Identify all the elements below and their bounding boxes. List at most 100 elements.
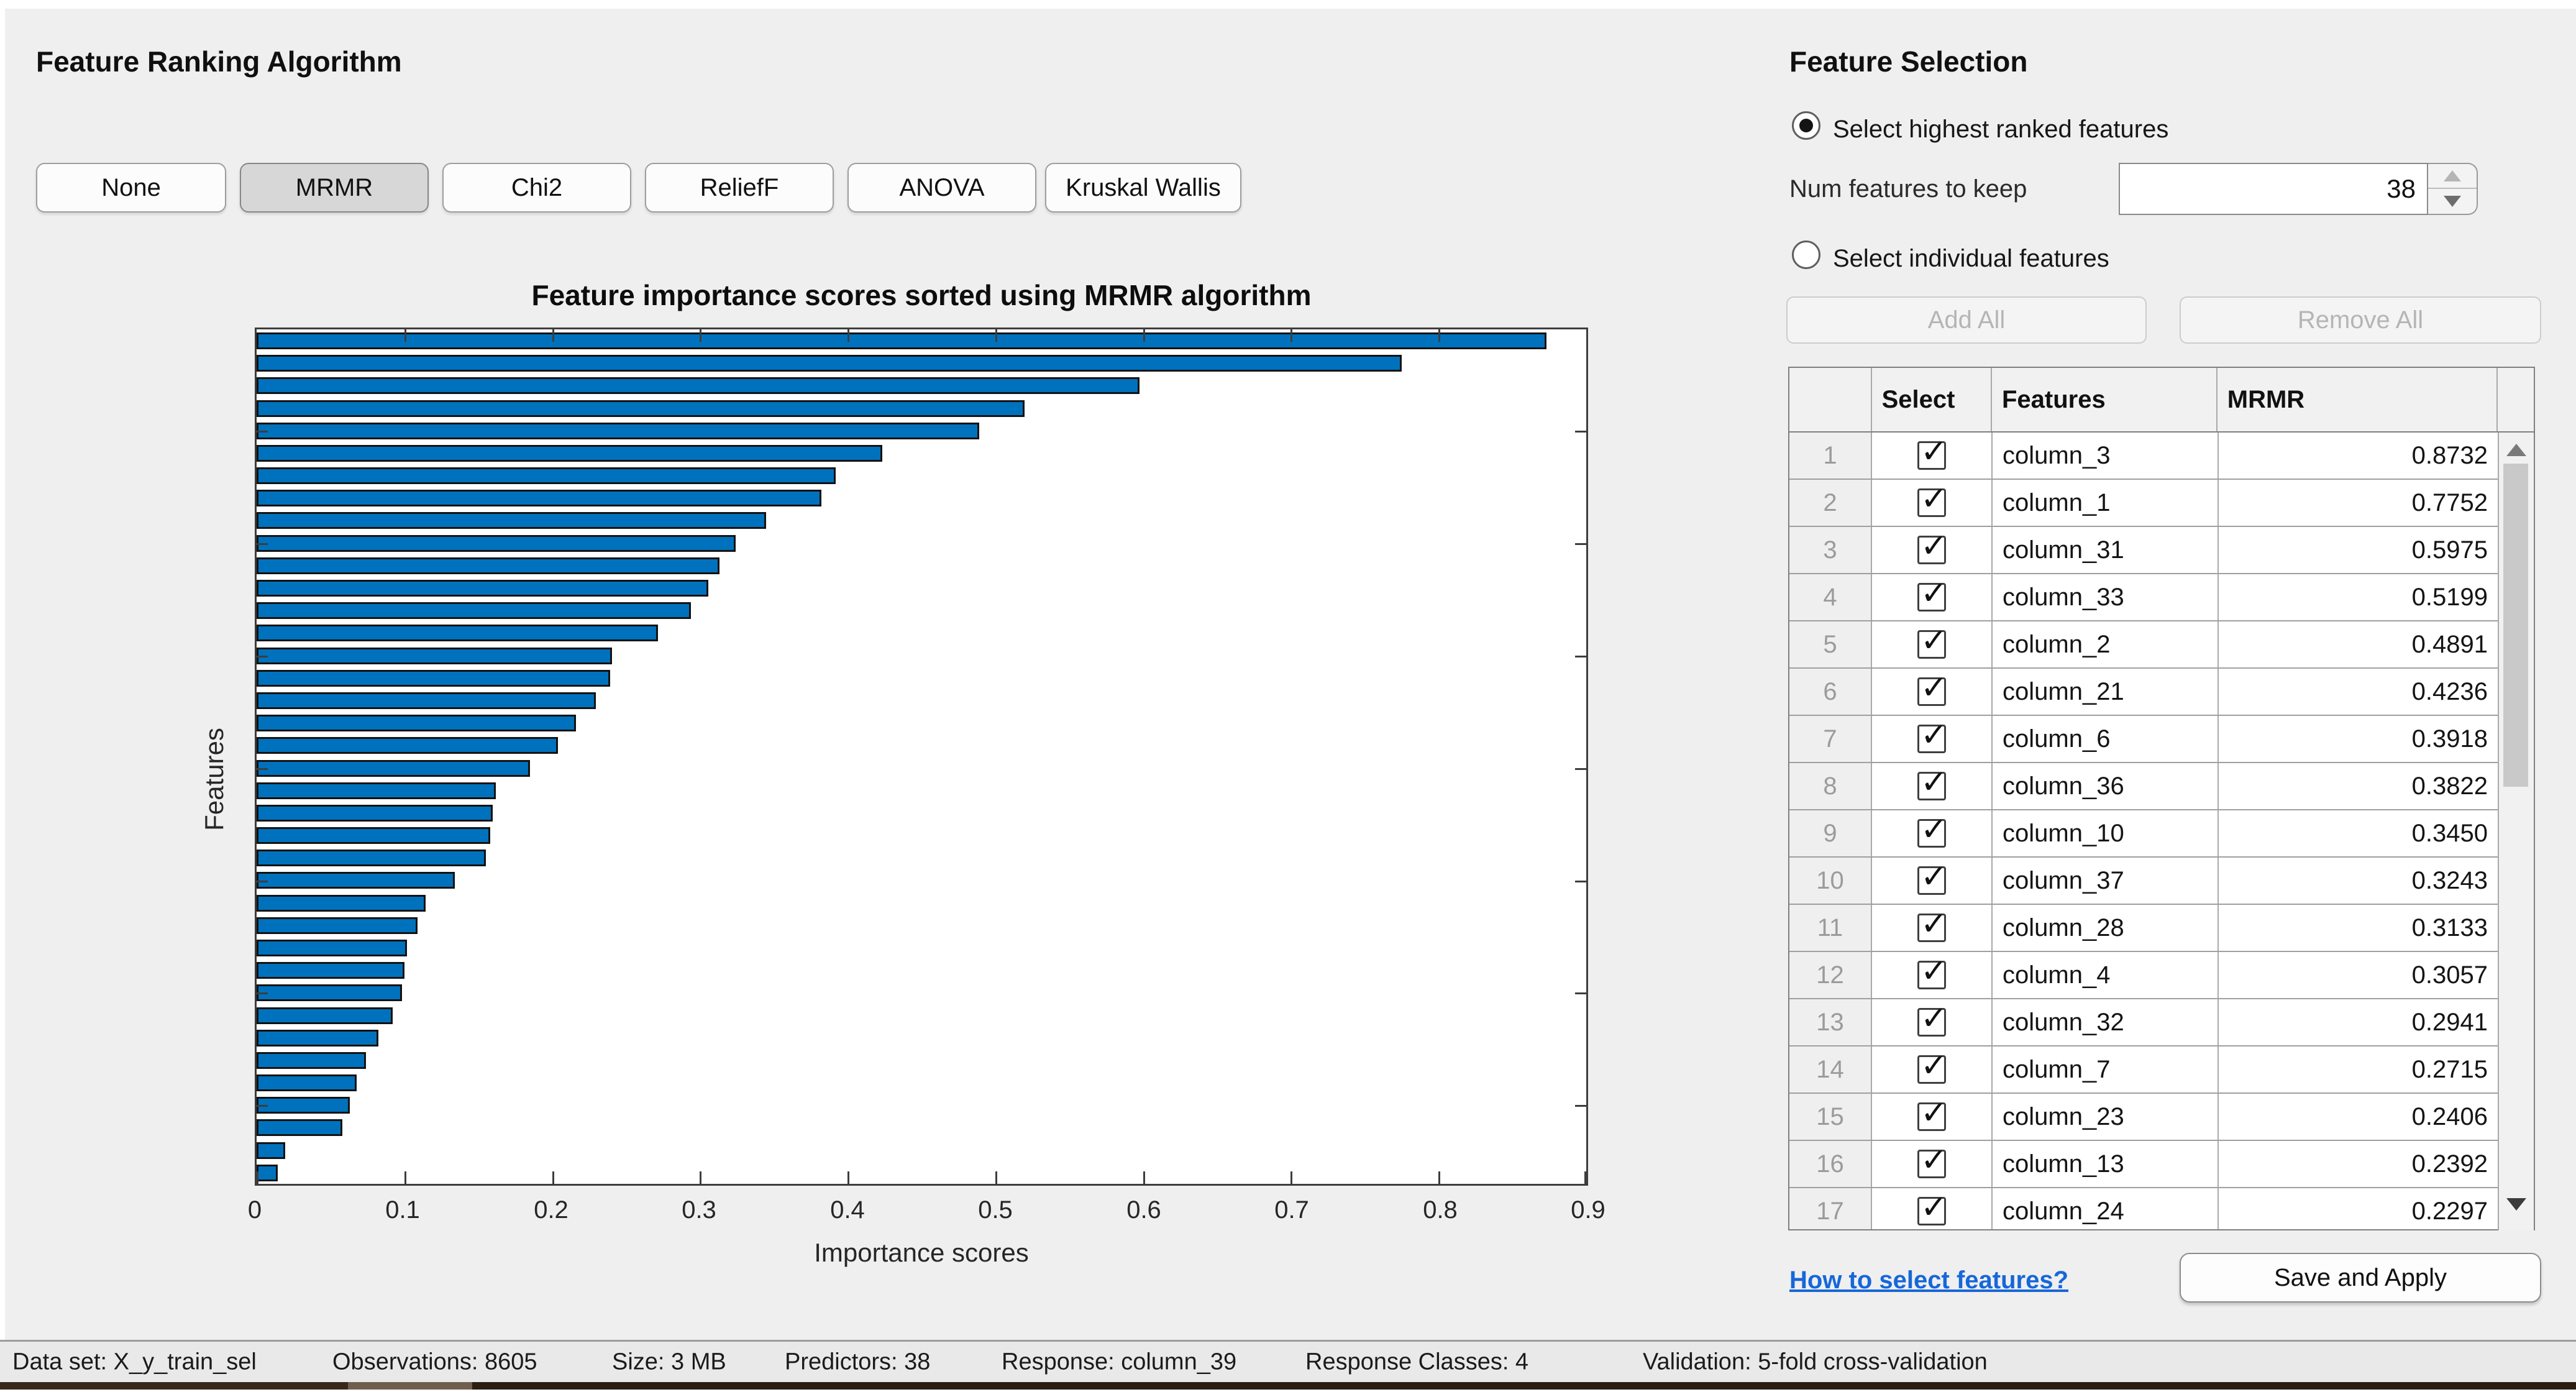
radio-dot bbox=[1799, 119, 1813, 132]
row-checkbox[interactable]: ✓ bbox=[1917, 1000, 1948, 1037]
algo-button-anova[interactable]: ANOVA bbox=[847, 163, 1036, 213]
row-number: 2 bbox=[1789, 480, 1872, 526]
select-cell: ✓ bbox=[1872, 1141, 1993, 1187]
importance-bar-rank-28 bbox=[257, 939, 407, 956]
header-rownum bbox=[1789, 368, 1872, 431]
row-checkbox[interactable]: ✓ bbox=[1917, 1094, 1948, 1132]
axis-tick bbox=[257, 543, 268, 545]
importance-bar-rank-27 bbox=[257, 917, 418, 934]
row-checkbox[interactable]: ✓ bbox=[1917, 1047, 1948, 1084]
mrmr-score-cell: 0.2297 bbox=[2411, 1197, 2488, 1225]
status-item-0: Data set: X_y_train_sel bbox=[12, 1349, 257, 1375]
axis-tick bbox=[257, 431, 268, 433]
importance-bar-rank-34 bbox=[257, 1074, 357, 1092]
row-checkbox[interactable]: ✓ bbox=[1917, 433, 1948, 470]
add-all-button[interactable]: Add All bbox=[1786, 296, 2147, 344]
row-checkbox[interactable]: ✓ bbox=[1917, 528, 1948, 565]
radio-select-highest-ranked[interactable] bbox=[1792, 111, 1820, 140]
table-row-16: 16 ✓ column_13 0.2392 bbox=[1789, 1141, 2499, 1188]
select-cell: ✓ bbox=[1872, 716, 1993, 762]
row-checkbox[interactable]: ✓ bbox=[1917, 811, 1948, 848]
row-checkbox[interactable]: ✓ bbox=[1917, 1189, 1948, 1226]
check-icon: ✓ bbox=[1921, 811, 1948, 848]
row-checkbox[interactable]: ✓ bbox=[1917, 764, 1948, 801]
algo-button-relieff[interactable]: ReliefF bbox=[645, 163, 834, 213]
axis-tick bbox=[1143, 1171, 1145, 1184]
row-checkbox[interactable]: ✓ bbox=[1917, 1142, 1948, 1179]
table-row-9: 9 ✓ column_10 0.3450 bbox=[1789, 810, 2499, 858]
row-number: 11 bbox=[1789, 905, 1872, 951]
algo-button-mrmr[interactable]: MRMR bbox=[240, 163, 429, 213]
feature-name-cell: column_33 bbox=[1993, 574, 2219, 620]
axis-tick bbox=[1290, 329, 1292, 342]
importance-bar-rank-9 bbox=[257, 512, 766, 529]
row-checkbox[interactable]: ✓ bbox=[1917, 480, 1948, 518]
axis-tick bbox=[995, 329, 997, 342]
axis-tick bbox=[404, 329, 406, 342]
algo-button-kruskal-wallis[interactable]: Kruskal Wallis bbox=[1045, 163, 1241, 213]
radio-select-individual-label[interactable]: Select individual features bbox=[1833, 245, 2109, 272]
x-tick-label-0.8: 0.8 bbox=[1423, 1196, 1458, 1224]
check-icon: ✓ bbox=[1921, 953, 1948, 990]
feature-table: Select Features MRMR 1 ✓ column_3 0.8732 2 ✓ c… bbox=[1788, 367, 2535, 1230]
axis-tick bbox=[847, 329, 849, 342]
row-number: 16 bbox=[1789, 1141, 1872, 1187]
select-cell: ✓ bbox=[1872, 480, 1993, 526]
algo-button-none[interactable]: None bbox=[36, 163, 226, 213]
x-tick-label-0.1: 0.1 bbox=[385, 1196, 420, 1224]
importance-bar-rank-24 bbox=[257, 850, 486, 867]
stepper-down-button[interactable] bbox=[2428, 189, 2477, 214]
mrmr-score-cell: 0.4891 bbox=[2411, 630, 2488, 658]
row-number: 17 bbox=[1789, 1188, 1872, 1229]
save-and-apply-button[interactable]: Save and Apply bbox=[2180, 1253, 2541, 1303]
check-icon: ✓ bbox=[1921, 1000, 1948, 1037]
scroll-up-icon[interactable] bbox=[2506, 444, 2526, 456]
select-cell: ✓ bbox=[1872, 905, 1993, 951]
mrmr-score-cell: 0.4236 bbox=[2411, 677, 2488, 705]
row-number: 7 bbox=[1789, 716, 1872, 762]
mrmr-score-cell: 0.5199 bbox=[2411, 583, 2488, 611]
status-item-3: Predictors: 38 bbox=[785, 1349, 931, 1375]
x-tick-label-0.2: 0.2 bbox=[534, 1196, 569, 1224]
radio-select-individual[interactable] bbox=[1792, 240, 1820, 269]
importance-bar-rank-29 bbox=[257, 962, 404, 979]
select-cell: ✓ bbox=[1872, 527, 1993, 573]
table-row-13: 13 ✓ column_32 0.2941 bbox=[1789, 999, 2499, 1047]
mrmr-score-cell: 0.3133 bbox=[2411, 914, 2488, 941]
how-to-select-features-link[interactable]: How to select features? bbox=[1789, 1266, 2069, 1294]
axis-tick bbox=[404, 1171, 406, 1184]
stepper-up-button[interactable] bbox=[2428, 164, 2477, 189]
select-cell: ✓ bbox=[1872, 574, 1993, 620]
importance-bar-rank-17 bbox=[257, 692, 596, 709]
row-checkbox[interactable]: ✓ bbox=[1917, 953, 1948, 990]
importance-bar-rank-36 bbox=[257, 1119, 342, 1137]
select-cell: ✓ bbox=[1872, 858, 1993, 904]
row-checkbox[interactable]: ✓ bbox=[1917, 905, 1948, 943]
importance-bar-rank-11 bbox=[257, 557, 719, 574]
row-number: 4 bbox=[1789, 574, 1872, 620]
axis-tick bbox=[552, 1171, 554, 1184]
scrollbar-thumb[interactable] bbox=[2503, 464, 2528, 787]
row-checkbox[interactable]: ✓ bbox=[1917, 622, 1948, 659]
num-features-input[interactable] bbox=[2119, 163, 2428, 215]
table-scrollbar[interactable] bbox=[2498, 433, 2534, 1230]
axis-tick bbox=[257, 881, 268, 882]
select-cell: ✓ bbox=[1872, 999, 1993, 1045]
mrmr-score-cell: 0.7752 bbox=[2411, 488, 2488, 516]
row-number: 6 bbox=[1789, 669, 1872, 715]
ranking-section-title: Feature Ranking Algorithm bbox=[36, 45, 402, 78]
algo-button-chi2[interactable]: Chi2 bbox=[442, 163, 631, 213]
remove-all-button[interactable]: Remove All bbox=[2180, 296, 2541, 344]
radio-select-highest-ranked-label[interactable]: Select highest ranked features bbox=[1833, 116, 2169, 143]
row-checkbox[interactable]: ✓ bbox=[1917, 858, 1948, 895]
axis-tick bbox=[1438, 1171, 1440, 1184]
row-checkbox[interactable]: ✓ bbox=[1917, 575, 1948, 612]
feature-name-cell: column_10 bbox=[1993, 810, 2219, 856]
row-checkbox[interactable]: ✓ bbox=[1917, 717, 1948, 754]
check-icon: ✓ bbox=[1921, 528, 1948, 565]
row-checkbox[interactable]: ✓ bbox=[1917, 669, 1948, 707]
scroll-down-icon[interactable] bbox=[2506, 1198, 2526, 1211]
feature-name-cell: column_3 bbox=[1993, 433, 2219, 479]
feature-name-cell: column_31 bbox=[1993, 527, 2219, 573]
check-icon: ✓ bbox=[1921, 1189, 1948, 1226]
